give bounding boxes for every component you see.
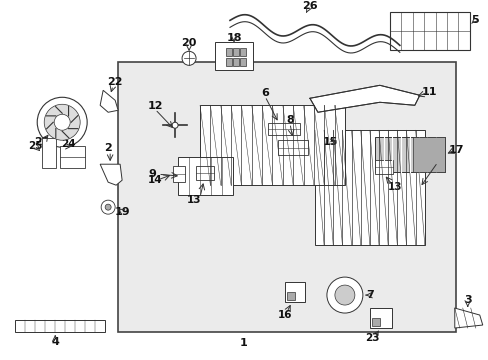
Bar <box>240 58 245 66</box>
Text: 25: 25 <box>28 141 42 151</box>
Bar <box>374 160 392 174</box>
Polygon shape <box>100 90 118 112</box>
Bar <box>173 166 184 182</box>
Bar <box>267 123 299 135</box>
Circle shape <box>172 122 178 128</box>
Bar <box>314 130 424 245</box>
Circle shape <box>182 51 196 65</box>
Bar <box>233 48 239 56</box>
Text: 16: 16 <box>277 310 292 320</box>
Bar <box>178 157 233 195</box>
Circle shape <box>54 114 70 130</box>
Bar <box>200 105 344 185</box>
Circle shape <box>326 277 362 313</box>
Bar <box>412 137 444 172</box>
Bar <box>225 48 231 56</box>
Circle shape <box>105 204 111 210</box>
Text: 1: 1 <box>240 338 247 348</box>
Bar <box>225 58 231 66</box>
Bar <box>15 320 105 332</box>
Text: 24: 24 <box>61 139 75 149</box>
Text: 3: 3 <box>463 295 470 305</box>
Text: 13: 13 <box>186 195 201 205</box>
Text: 19: 19 <box>114 207 130 217</box>
Circle shape <box>101 200 115 214</box>
Bar <box>215 42 252 70</box>
Bar <box>60 146 85 168</box>
Text: 22: 22 <box>107 77 122 87</box>
Text: 15: 15 <box>322 137 337 147</box>
Bar <box>118 62 455 332</box>
Text: 8: 8 <box>285 115 293 125</box>
Text: 2: 2 <box>104 143 112 153</box>
Text: 14: 14 <box>147 175 162 185</box>
Bar <box>371 318 379 326</box>
Bar <box>277 140 307 155</box>
Text: 4: 4 <box>51 337 59 347</box>
Text: 13: 13 <box>387 182 401 192</box>
Polygon shape <box>454 308 482 328</box>
Bar <box>240 48 245 56</box>
Bar <box>42 138 56 168</box>
Text: 11: 11 <box>421 87 437 97</box>
Text: 21: 21 <box>34 137 50 147</box>
Circle shape <box>334 285 354 305</box>
Text: 17: 17 <box>448 145 464 155</box>
Text: 18: 18 <box>226 33 241 43</box>
Text: 20: 20 <box>181 38 196 48</box>
Bar <box>233 58 239 66</box>
Circle shape <box>44 104 80 140</box>
Text: 5: 5 <box>470 15 478 25</box>
Text: 6: 6 <box>261 88 268 98</box>
Bar <box>389 12 469 50</box>
Polygon shape <box>100 164 122 185</box>
Bar <box>285 282 305 302</box>
Text: 9: 9 <box>148 169 156 179</box>
Bar <box>374 137 444 172</box>
Text: 10: 10 <box>430 160 446 170</box>
Text: 7: 7 <box>365 290 373 300</box>
Bar <box>286 292 294 300</box>
Circle shape <box>37 97 87 147</box>
Text: 23: 23 <box>365 333 379 343</box>
Polygon shape <box>309 85 419 112</box>
Bar <box>369 308 391 328</box>
Text: 26: 26 <box>302 1 317 12</box>
Text: 12: 12 <box>147 101 163 111</box>
Bar <box>196 166 214 180</box>
